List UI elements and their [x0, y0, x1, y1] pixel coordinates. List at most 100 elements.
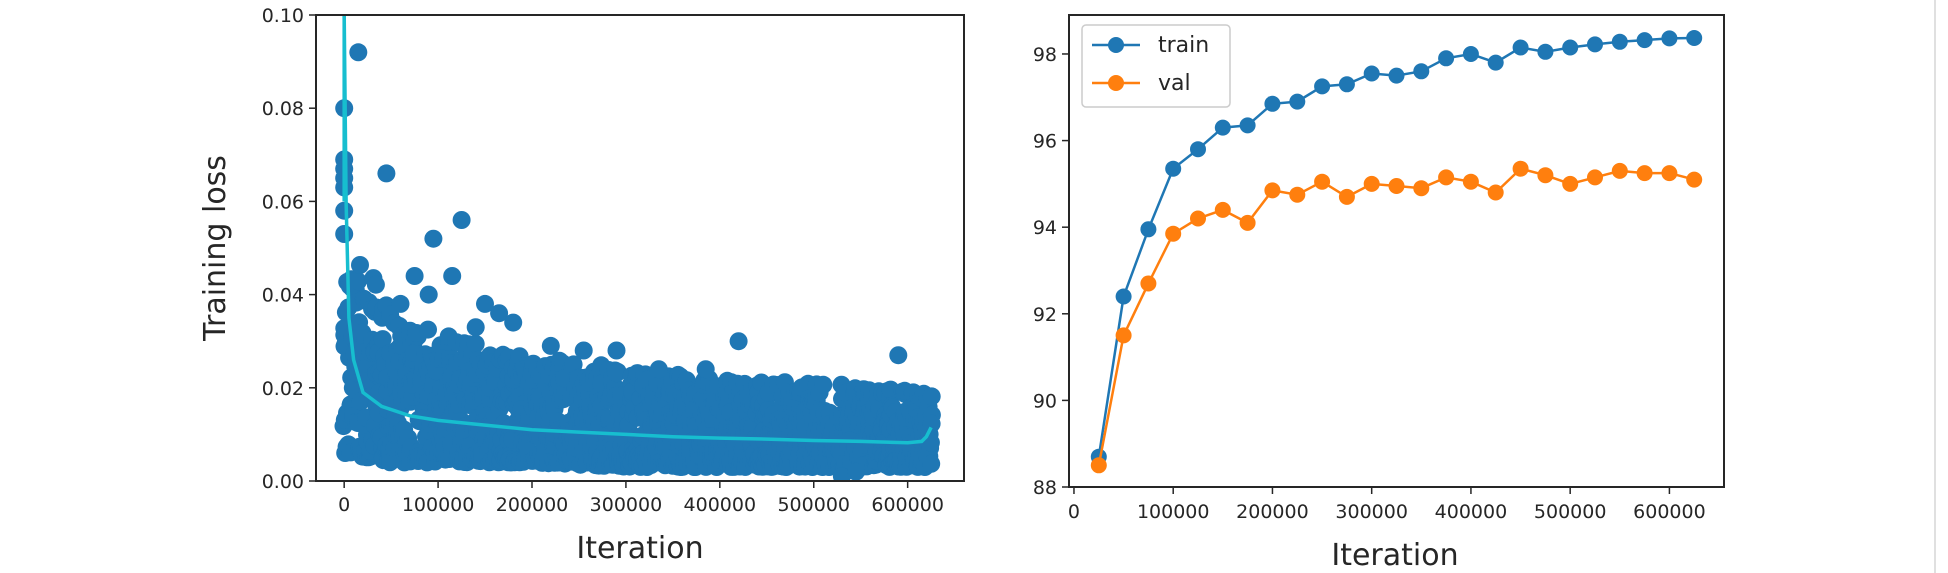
val-point	[1214, 201, 1231, 218]
loss-scatter-point	[424, 229, 443, 248]
loss-scatter-point	[419, 285, 438, 304]
val-point	[1512, 160, 1529, 177]
val-point	[1487, 184, 1504, 201]
accuracy-y-tick-label: 88	[1033, 477, 1057, 499]
loss-scatter-point	[814, 375, 833, 394]
val-point	[1438, 169, 1455, 186]
loss-x-tick-label: 400000	[684, 494, 757, 516]
loss-marks	[334, 15, 941, 481]
loss-scatter-point	[649, 360, 668, 379]
val-point	[1611, 162, 1628, 179]
train-point	[1239, 117, 1256, 134]
val-point	[1562, 175, 1579, 192]
train-point	[1214, 119, 1231, 136]
val-point	[1165, 225, 1182, 242]
accuracy-x-tick-label: 0	[1068, 501, 1080, 523]
loss-smoothed-line	[342, 15, 933, 445]
loss-x-tick-label: 200000	[496, 494, 569, 516]
val-point	[1314, 173, 1331, 190]
loss-x-axis-label: Iteration	[576, 531, 703, 566]
loss-scatter-point	[504, 313, 523, 332]
loss-scatter-point	[335, 201, 354, 220]
train-point	[1413, 63, 1430, 80]
accuracy-plot-frame	[1068, 14, 1725, 488]
loss-x-tick-label: 0	[338, 494, 350, 516]
loss-scatter-point	[922, 414, 941, 433]
val-point	[1661, 165, 1678, 182]
val-point	[1587, 169, 1603, 186]
val-point	[1413, 180, 1430, 197]
val-point	[1636, 165, 1653, 182]
loss-scatter-point	[466, 334, 485, 353]
train-point	[1611, 33, 1628, 50]
loss-y-tick-label: 0.00	[262, 471, 304, 493]
val-point	[1264, 182, 1281, 199]
train-point	[1165, 160, 1182, 177]
legend-train-marker	[1108, 37, 1124, 53]
loss-scatter-point	[419, 320, 437, 339]
accuracy-x-tick-label: 200000	[1236, 501, 1309, 523]
loss-scatter-point	[452, 211, 471, 229]
series-val	[1090, 160, 1703, 474]
legend-train-label: train	[1158, 33, 1209, 58]
loss-scatter-point	[443, 267, 462, 285]
val-point	[1363, 175, 1380, 192]
val-point	[1090, 457, 1107, 474]
accuracy-x-tick-label: 500000	[1534, 501, 1607, 523]
loss-scatter-point	[349, 43, 368, 62]
loss-plot-frame	[315, 14, 965, 482]
loss-scatter-point	[889, 346, 908, 365]
val-point	[1140, 275, 1157, 292]
accuracy-y-axis: 88 90 92 94 96 98	[1033, 44, 1069, 499]
loss-scatter-point	[847, 462, 865, 481]
loss-x-tick-label: 300000	[590, 494, 663, 516]
loss-scatter-point	[922, 387, 941, 406]
loss-x-tick-label: 500000	[777, 494, 850, 516]
train-point	[1115, 288, 1132, 305]
loss-y-tick-label: 0.06	[262, 191, 304, 213]
accuracy-chart: 0 100000 200000 300000 400000 500000 600000 88…	[1033, 14, 1725, 573]
accuracy-y-tick-label: 90	[1033, 390, 1057, 412]
accuracy-y-tick-label: 96	[1033, 131, 1057, 153]
loss-y-tick-label: 0.04	[262, 285, 304, 307]
loss-scatter-point	[607, 364, 626, 383]
val-point	[1388, 178, 1405, 194]
loss-scatter-point	[574, 341, 593, 360]
loss-y-tick-label: 0.02	[262, 378, 304, 400]
val-point	[1239, 214, 1256, 231]
accuracy-x-tick-label: 400000	[1435, 501, 1508, 523]
loss-scatter-point	[476, 294, 494, 313]
loss-scatter-point	[607, 341, 626, 360]
val-point	[1190, 210, 1206, 227]
loss-y-axis-label: Training loss	[198, 155, 233, 342]
train-point	[1537, 43, 1554, 60]
accuracy-x-tick-label: 300000	[1335, 501, 1408, 523]
accuracy-x-axis-label: Iteration	[1331, 538, 1458, 573]
loss-scatter-point	[349, 272, 367, 291]
window-edge	[1934, 0, 1936, 573]
loss-scatter-point	[541, 336, 560, 355]
loss-plot-area	[334, 15, 941, 481]
loss-y-tick-label: 0.08	[262, 98, 304, 120]
loss-scatter-point	[335, 225, 354, 243]
train-point	[1314, 78, 1331, 95]
accuracy-y-tick-label: 92	[1033, 304, 1057, 326]
loss-scatter-point	[466, 318, 485, 337]
loss-scatter-point	[405, 267, 424, 285]
train-point	[1462, 46, 1479, 62]
loss-x-tick-label: 100000	[402, 494, 475, 516]
val-point	[1115, 327, 1132, 344]
loss-scatter-point	[351, 256, 369, 274]
accuracy-x-tick-label: 600000	[1633, 501, 1706, 523]
val-point	[1462, 173, 1479, 190]
val-point	[1338, 188, 1355, 205]
loss-y-tick-label: 0.10	[262, 5, 304, 27]
loss-scatter-point	[373, 330, 392, 349]
accuracy-y-tick-label: 98	[1033, 44, 1057, 66]
loss-scatter-point	[391, 294, 410, 313]
train-point	[1190, 141, 1206, 158]
loss-scatter-point	[922, 454, 941, 473]
loss-scatter-point	[366, 275, 385, 294]
legend: train val	[1081, 24, 1231, 108]
